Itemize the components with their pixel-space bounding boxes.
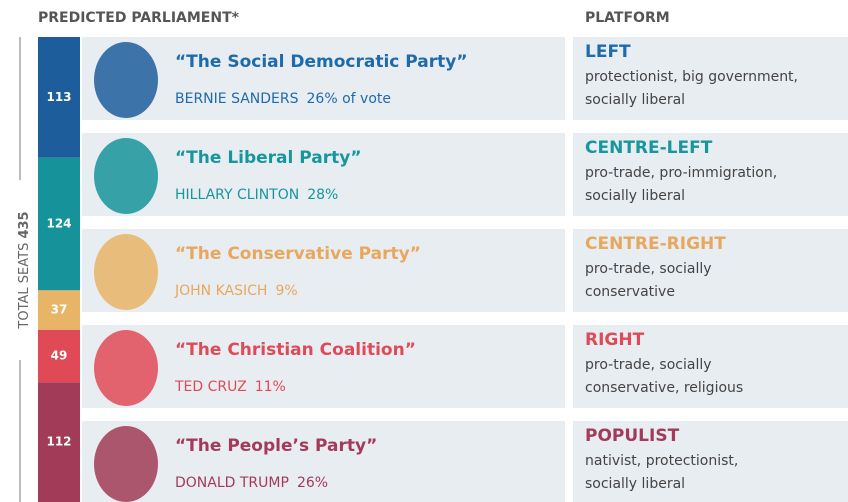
platform-label: POPULIST	[585, 426, 680, 446]
party-name: “The Christian Coalition”	[175, 340, 416, 360]
seat-count: 49	[51, 349, 68, 363]
header-title: PREDICTED PARLIAMENT*	[38, 10, 240, 26]
platform-label: RIGHT	[585, 330, 645, 350]
vote-share: 26%	[297, 475, 328, 491]
party-leader: JOHN KASICH 9%	[174, 283, 298, 299]
platform-description: protectionist, big government,	[585, 69, 798, 85]
vote-share: 11%	[255, 379, 286, 395]
candidate-face	[94, 330, 158, 406]
seat-count: 37	[51, 303, 68, 317]
platform-description: conservative, religious	[585, 380, 743, 396]
leader-name: BERNIE SANDERS	[175, 91, 299, 107]
party-leader: TED CRUZ 11%	[174, 379, 286, 395]
leader-name: JOHN KASICH	[174, 283, 267, 299]
party-leader: BERNIE SANDERS 26% of vote	[175, 91, 391, 107]
platform-label: CENTRE-RIGHT	[585, 234, 726, 254]
party-name: “The Liberal Party”	[175, 148, 362, 168]
party-leader: HILLARY CLINTON 28%	[175, 187, 338, 203]
platform-description: socially liberal	[585, 476, 685, 492]
candidate-face	[94, 426, 158, 502]
seat-count: 113	[46, 90, 71, 104]
vote-share: 26% of vote	[307, 91, 391, 107]
platform-description: nativist, protectionist,	[585, 453, 738, 469]
candidate-face	[94, 234, 158, 310]
header-platform: PLATFORM	[585, 10, 670, 26]
platform-description: pro-trade, pro-immigration,	[585, 165, 777, 181]
leader-name: DONALD TRUMP	[175, 475, 289, 491]
total-seats: TOTAL SEATS 435	[17, 211, 32, 329]
total-value: 435	[17, 211, 32, 238]
platform-label: CENTRE-LEFT	[585, 138, 713, 158]
leader-name: HILLARY CLINTON	[175, 187, 299, 203]
platform-label: LEFT	[585, 42, 631, 62]
party-name: “The People’s Party”	[175, 436, 377, 456]
party-leader: DONALD TRUMP 26%	[175, 475, 328, 491]
leader-name: TED CRUZ	[174, 379, 247, 395]
vote-share: 28%	[307, 187, 338, 203]
total-label: TOTAL SEATS	[17, 243, 32, 330]
infographic: PREDICTED PARLIAMENT* PLATFORM TOTAL SEA…	[0, 0, 848, 502]
candidate-face	[94, 42, 158, 118]
party-name: “The Conservative Party”	[175, 244, 421, 264]
party-name: “The Social Democratic Party”	[175, 52, 468, 72]
seat-count: 112	[46, 435, 71, 449]
platform-description: socially liberal	[585, 188, 685, 204]
platform-description: socially liberal	[585, 92, 685, 108]
platform-description: pro-trade, socially	[585, 261, 712, 277]
candidate-face	[94, 138, 158, 214]
seat-count: 124	[46, 217, 71, 231]
vote-share: 9%	[275, 283, 297, 299]
platform-description: pro-trade, socially	[585, 357, 712, 373]
platform-description: conservative	[585, 284, 675, 300]
